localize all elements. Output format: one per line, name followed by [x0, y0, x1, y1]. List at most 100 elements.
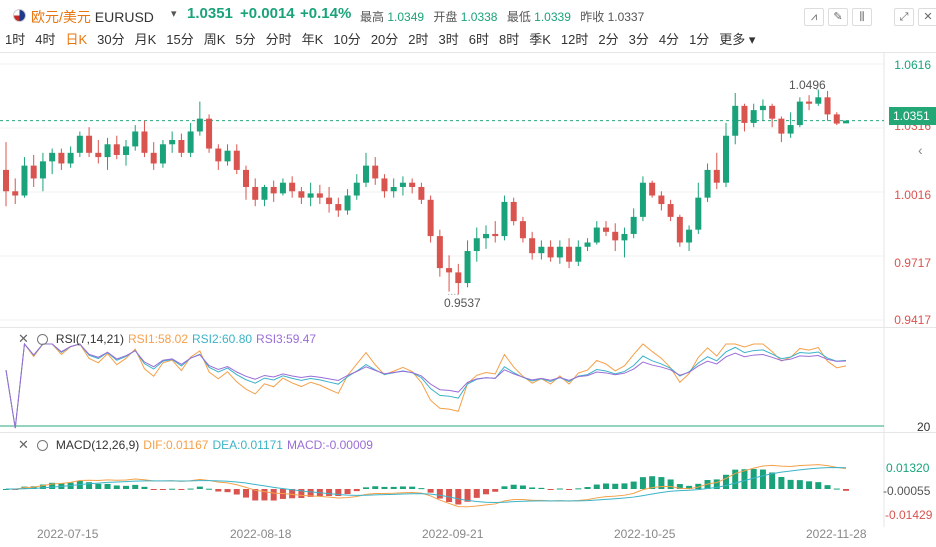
candle-body [713, 169, 720, 183]
candle-body [30, 165, 37, 179]
candle-body [593, 227, 600, 243]
candle-body [464, 251, 471, 284]
caret-down-icon[interactable]: ▾ [171, 8, 177, 20]
macd-bar [824, 485, 831, 489]
macd-bar [427, 489, 434, 493]
macd-bar [39, 484, 46, 489]
timeframe-tab[interactable]: 2分 [598, 32, 619, 47]
candle-body [492, 233, 499, 237]
candle-body [483, 233, 489, 239]
candle-body [603, 227, 609, 232]
fullscreen-icon[interactable]: ⤢ [894, 8, 914, 26]
macd-axis-label: -0.01429 [885, 508, 933, 522]
close-icon[interactable]: ✕ [18, 437, 29, 452]
timeframe-tab[interactable]: 20分 [370, 32, 399, 47]
macd-bar [307, 489, 314, 497]
macd-bar [418, 488, 425, 490]
timeframe-tab[interactable]: 3分 [628, 32, 649, 47]
macd-bar [150, 489, 157, 490]
timeframe-tab[interactable]: 分时 [265, 32, 292, 47]
chart-settings-icon[interactable]: ⫼ [852, 8, 872, 26]
timeframe-tab[interactable]: 2时 [408, 32, 429, 47]
indicator-icon[interactable]: ⩘ [804, 8, 824, 26]
macd-bar [113, 485, 120, 489]
macd-bar [778, 476, 785, 489]
macd-bar [409, 486, 416, 489]
draw-pen-icon[interactable]: ✎ [828, 8, 848, 26]
timeframe-tab[interactable]: 5分 [235, 32, 256, 47]
macd-bar [104, 483, 111, 489]
timeframe-tab[interactable]: 4时 [35, 32, 56, 47]
eu-us-flag-icon [13, 9, 26, 22]
macd-bar [86, 482, 93, 489]
timeframe-tab[interactable]: 年K [301, 32, 324, 47]
gear-icon[interactable] [36, 439, 48, 451]
candle-body [3, 169, 9, 192]
chart-toolbar: ⩘ ✎ ⫼ ⤢ ✕ [804, 8, 936, 26]
candle-body [390, 186, 397, 192]
timeframe-tab[interactable]: 15分 [166, 32, 194, 47]
close-icon[interactable]: ✕ [18, 331, 29, 346]
candle-body [326, 197, 333, 205]
macd-bar [298, 489, 305, 499]
macd-bar [30, 486, 37, 489]
timeframe-tab[interactable]: 30分 [97, 32, 125, 47]
candle-body [344, 195, 351, 211]
macd-bar [196, 486, 203, 489]
candle-body [187, 131, 194, 153]
macd-bar [492, 489, 499, 492]
candle-body [86, 135, 93, 153]
symbol-selector[interactable]: 欧元/美元 EURUSD [31, 7, 154, 27]
rsi-level-label: 20 [917, 420, 931, 434]
timeframe-tab[interactable]: 12时 [560, 32, 589, 47]
close-icon[interactable]: ✕ [918, 8, 936, 26]
timeframe-tab[interactable]: 周K [203, 32, 226, 47]
candle-body [298, 191, 305, 198]
timeframe-tab[interactable]: 6时 [468, 32, 489, 47]
macd-bar [436, 489, 443, 499]
macd-bar [686, 485, 693, 489]
macd-bar [49, 482, 56, 489]
chevron-left-icon[interactable]: ‹ [918, 142, 923, 158]
timeframe-tab[interactable]: 1时 [5, 32, 26, 47]
candle-body [833, 114, 840, 124]
timeframe-tab[interactable]: 月K [134, 32, 157, 47]
rsi-line [5, 342, 847, 429]
candle-body [759, 105, 766, 111]
timeframe-tab[interactable]: 更多 ▾ [719, 32, 756, 47]
macd-bar [630, 481, 637, 489]
candle-body [501, 201, 508, 237]
ohlc-summary: 最高 1.0349 开盘 1.0338 最低 1.0339 昨收 1.0337 [360, 8, 650, 25]
macd-bar [759, 469, 766, 489]
candle-body [316, 193, 323, 198]
candle-body [372, 165, 379, 179]
macd-bar [399, 486, 406, 489]
timeframe-tab[interactable]: 3时 [438, 32, 459, 47]
timeframe-tab[interactable]: 10分 [333, 32, 361, 47]
candle-body [95, 152, 102, 158]
macd-bar [178, 489, 185, 490]
timeframe-tab[interactable]: 季K [529, 32, 551, 47]
timeframe-tab[interactable]: 1分 [689, 32, 710, 47]
candle-body [436, 236, 443, 269]
macd-bar [252, 489, 259, 501]
candle-body [575, 246, 582, 262]
macd-bar [713, 479, 720, 489]
candle-body [584, 242, 591, 247]
macd-bar [335, 489, 342, 497]
gear-icon[interactable] [36, 333, 48, 345]
timeframe-tab[interactable]: 日K [65, 32, 88, 47]
symbol-name-cn: 欧元/美元 [31, 9, 91, 25]
macd-bar [215, 489, 222, 492]
candle-body [639, 182, 646, 217]
timeframe-tab[interactable]: 8时 [498, 32, 520, 47]
macd-name: MACD(12,26,9) [55, 438, 140, 452]
macd-bar [529, 487, 536, 489]
macd-bar [455, 489, 462, 505]
timeframe-tab[interactable]: 4分 [658, 32, 680, 47]
macd-bar [95, 483, 102, 489]
candle-body [446, 268, 453, 273]
x-axis-label: 2022-07-15 [37, 527, 99, 541]
candle-body [132, 131, 139, 147]
